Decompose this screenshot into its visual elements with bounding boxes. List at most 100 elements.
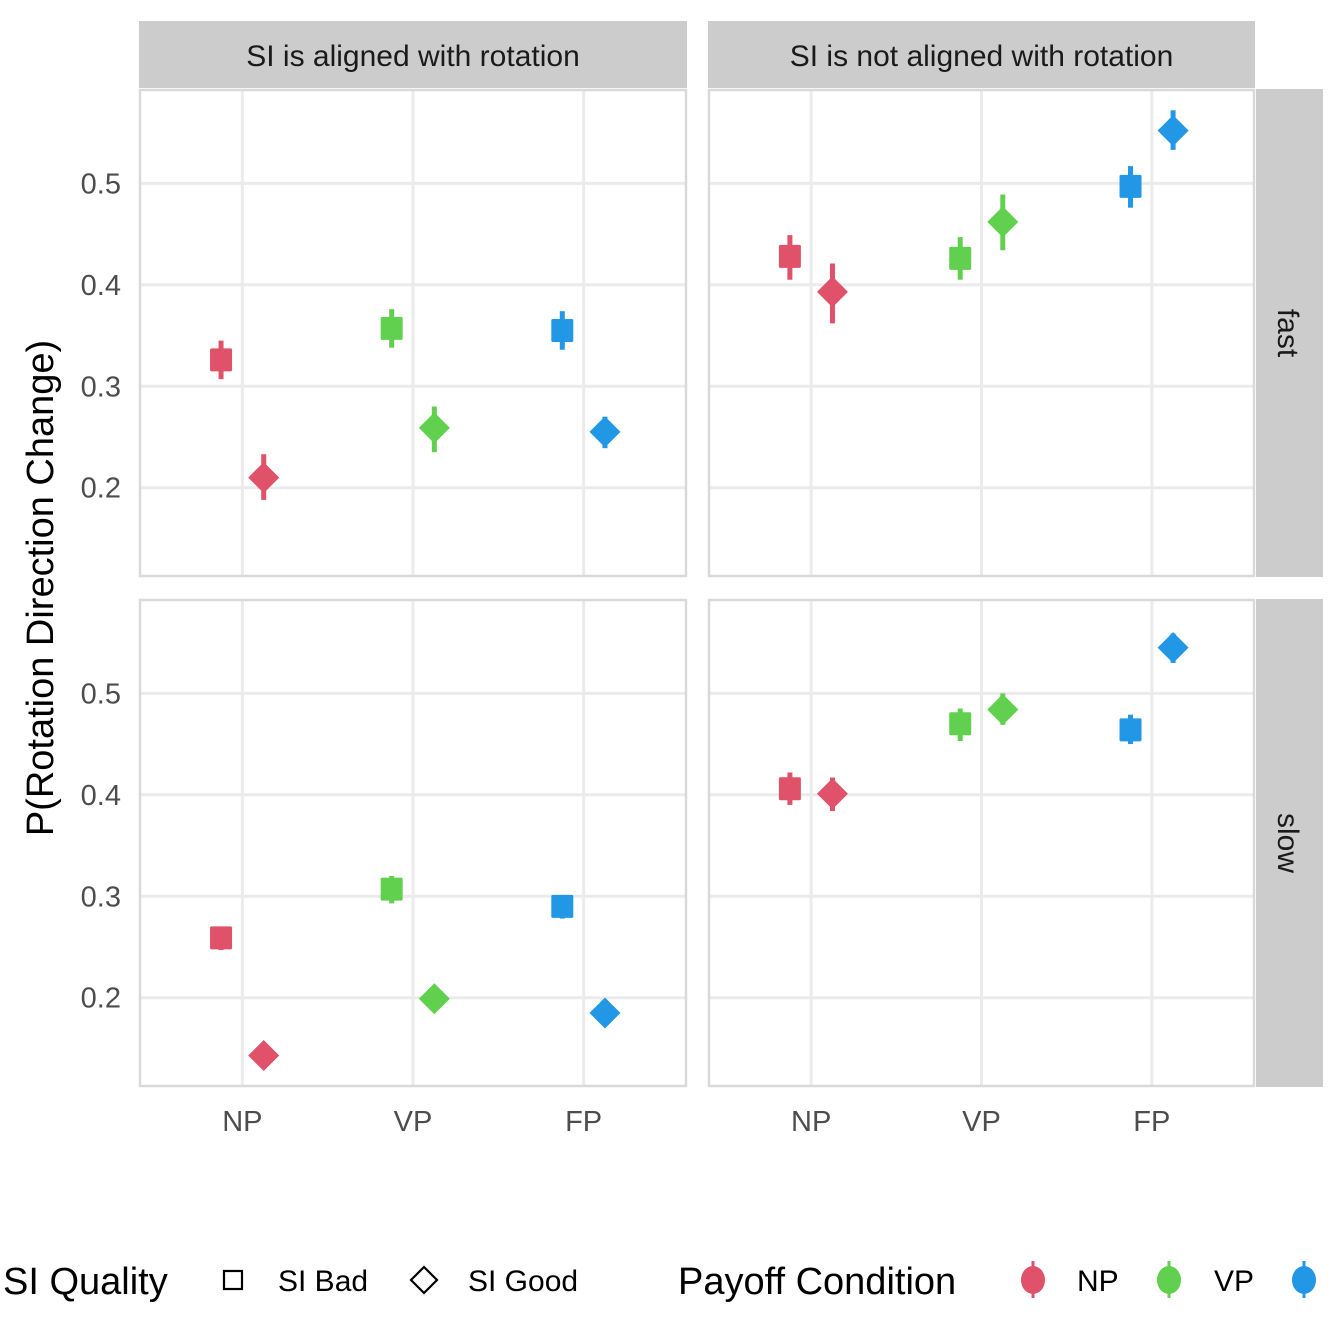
data-point-fp-si-bad <box>551 894 574 919</box>
point-square <box>949 246 972 270</box>
data-point-vp-si-good <box>418 983 450 1015</box>
square-icon <box>222 1269 244 1291</box>
point-square <box>380 316 403 340</box>
panel-border <box>138 598 688 1088</box>
data-point-fp-si-good <box>1157 110 1189 150</box>
data-point-np-si-bad <box>778 772 801 805</box>
point-square <box>778 244 801 268</box>
data-point-vp-si-bad <box>949 237 972 280</box>
strip-background <box>1256 599 1323 1087</box>
x-tick-label: VP <box>394 1106 433 1138</box>
panel-border <box>707 598 1256 1088</box>
data-point-fp-si-bad <box>1119 714 1142 745</box>
point-square <box>1119 174 1142 198</box>
data-point-np-si-good <box>816 263 848 324</box>
data-point-vp-si-good <box>987 693 1019 726</box>
y-axis-title: P(Rotation Direction Change) <box>20 340 62 836</box>
y-tick-label: 0.5 <box>81 678 121 710</box>
legend-si-quality: SI Quality SI Bad SI Good <box>3 1261 578 1303</box>
panels-layer <box>138 88 1256 1088</box>
legend-key-fp: FP <box>1292 1261 1316 1298</box>
data-point-np-si-good <box>248 454 280 500</box>
data-point-fp-si-bad <box>1119 166 1142 208</box>
point-icon <box>1021 1266 1045 1294</box>
legend-label: NP <box>1077 1265 1119 1298</box>
strip-label: slow <box>1271 813 1304 873</box>
panel-slow-not-aligned <box>707 598 1256 1088</box>
x-tick-label: NP <box>222 1106 262 1138</box>
strip-background <box>708 21 1255 88</box>
legend-payoff-condition: Payoff Condition NP VP FP <box>678 1261 1316 1303</box>
strip-background <box>1256 89 1323 577</box>
strips-layer: SI is aligned with rotation SI is not ali… <box>139 21 1323 1087</box>
legend-key-si-bad: SI Bad <box>222 1265 368 1298</box>
point-diamond <box>418 412 450 444</box>
y-tick-label: 0.2 <box>81 983 121 1015</box>
data-point-vp-si-bad <box>949 708 972 742</box>
point-diamond <box>248 462 280 494</box>
data-point-np-si-bad <box>210 340 233 380</box>
legend-label: SI Good <box>468 1265 578 1298</box>
data-point-np-si-good <box>248 1040 280 1072</box>
point-diamond <box>418 983 450 1015</box>
point-diamond <box>987 694 1019 726</box>
legend-key-vp: VP <box>1157 1261 1254 1298</box>
point-square <box>778 777 801 801</box>
x-tick-label: FP <box>565 1106 602 1138</box>
data-point-fp-si-good <box>1157 632 1189 664</box>
data-point-fp-si-bad <box>551 311 574 350</box>
y-tick-label: 0.4 <box>81 780 121 812</box>
point-square <box>1119 718 1142 742</box>
y-tick-label: 0.3 <box>81 371 121 403</box>
point-square <box>551 318 574 342</box>
strip-label: SI is not aligned with rotation <box>790 40 1174 73</box>
y-tick-label: 0.5 <box>81 168 121 200</box>
point-diamond <box>987 206 1019 238</box>
data-point-fp-si-good <box>589 997 621 1029</box>
y-tick-label: 0.4 <box>81 270 121 302</box>
strip-background <box>139 21 687 88</box>
point-square <box>210 348 233 372</box>
strip-col-aligned: SI is aligned with rotation <box>139 21 687 88</box>
x-tick-label: FP <box>1133 1106 1170 1138</box>
data-point-vp-si-bad <box>380 309 403 348</box>
point-square <box>551 894 574 918</box>
panel-fast-aligned <box>138 88 688 578</box>
strip-col-not-aligned: SI is not aligned with rotation <box>708 21 1255 88</box>
data-point-np-si-bad <box>210 926 233 951</box>
point-diamond <box>589 997 621 1029</box>
panel-slow-aligned <box>138 598 688 1088</box>
diamond-icon <box>409 1265 439 1295</box>
legend-title: Payoff Condition <box>678 1261 956 1303</box>
legend-label: SI Bad <box>278 1265 368 1298</box>
point-square <box>949 712 972 736</box>
panel-border <box>138 88 688 578</box>
axes-layer: 0.2 0.3 0.4 0.5 0.2 0.3 0.4 0.5 NP VP FP NP VP FP <box>81 168 1171 1138</box>
point-diamond <box>589 416 621 448</box>
data-point-np-si-good <box>816 777 848 812</box>
legend: SI Quality SI Bad SI Good Payoff Condition N… <box>3 1261 1316 1303</box>
panel-fast-not-aligned <box>707 88 1256 578</box>
x-tick-label: VP <box>962 1106 1001 1138</box>
strip-label: fast <box>1271 309 1304 358</box>
strip-row-slow: slow <box>1256 599 1323 1087</box>
point-diamond <box>248 1040 280 1072</box>
data-point-np-si-bad <box>778 235 801 280</box>
point-icon <box>1292 1266 1316 1294</box>
point-diamond <box>816 778 848 810</box>
strip-label: SI is aligned with rotation <box>246 40 580 73</box>
point-square <box>210 926 233 950</box>
point-diamond <box>816 276 848 308</box>
y-tick-label: 0.2 <box>81 473 121 505</box>
legend-key-si-good: SI Good <box>409 1265 578 1298</box>
point-square <box>380 877 403 901</box>
point-diamond <box>1157 115 1189 147</box>
y-tick-label: 0.3 <box>81 881 121 913</box>
legend-title: SI Quality <box>3 1261 168 1303</box>
data-point-vp-si-good <box>418 406 450 453</box>
legend-key-np: NP <box>1021 1261 1119 1298</box>
point-diamond <box>1157 632 1189 664</box>
x-tick-label: NP <box>791 1106 831 1138</box>
point-icon <box>1157 1266 1181 1294</box>
